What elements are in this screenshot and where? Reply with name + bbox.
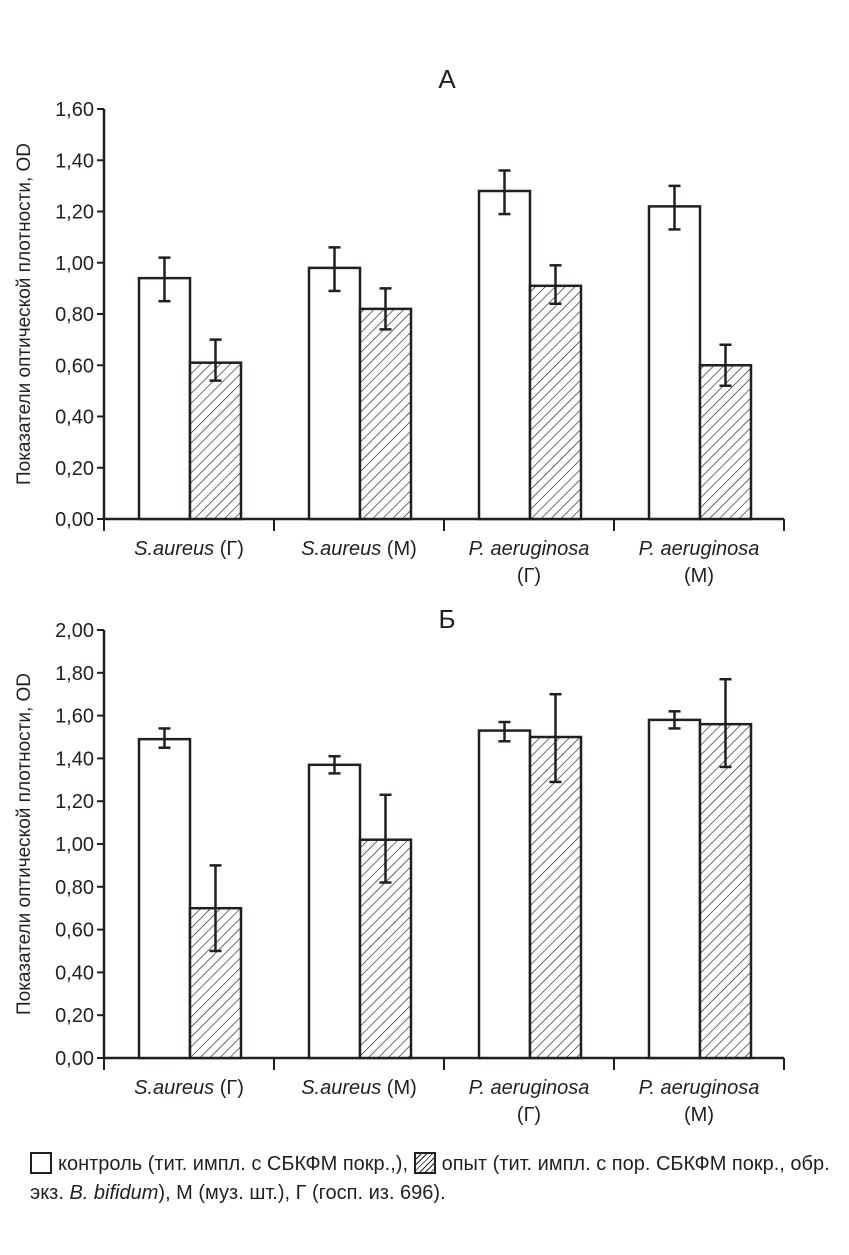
y-tick-label: 1,20 <box>55 202 94 224</box>
y-tick-label: 0,40 <box>55 407 94 429</box>
y-tick-label: 1,20 <box>55 791 94 813</box>
legend-swatch-control <box>30 1152 52 1174</box>
y-tick-label: 1,60 <box>55 706 94 728</box>
bar-control <box>647 205 702 521</box>
legend-swatch-experiment <box>413 1152 436 1174</box>
y-tick-label: 2,00 <box>55 620 94 642</box>
bar-experiment <box>358 307 413 521</box>
y-tick-label: 0,00 <box>55 509 94 531</box>
y-tick-label: 0,80 <box>55 304 94 326</box>
x-tick-label: S.aureus (М) <box>301 1077 417 1099</box>
legend-experiment-label: опыт (тит. импл. с пор. СБКФМ покр., обр… <box>30 1153 830 1204</box>
y-tick-label: 1,00 <box>55 834 94 856</box>
y-tick-label: 1,60 <box>55 99 94 121</box>
bar-control <box>477 729 532 1060</box>
legend-species: B. bifidum <box>69 1182 159 1204</box>
y-tick-label: 1,00 <box>55 253 94 275</box>
x-tick-label-line2: (Г) <box>517 565 541 587</box>
y-tick-label: 0,60 <box>55 920 94 942</box>
bar-experiment <box>528 284 583 521</box>
bar-control <box>137 737 192 1060</box>
legend-control-label: контроль (тит. импл. с СБКФМ покр.,), <box>58 1153 409 1175</box>
legend-experiment-rest: ), М (муз. шт.), Г (госп. из. 696). <box>158 1182 446 1204</box>
y-tick-label: 0,60 <box>55 355 94 377</box>
bar-control <box>477 189 532 521</box>
bar-control <box>307 266 362 521</box>
chart-title: А <box>438 64 456 94</box>
x-tick-label: S.aureus (Г) <box>134 538 244 560</box>
x-tick-label-line2: (М) <box>684 565 714 587</box>
x-tick-label: S.aureus (М) <box>301 538 417 560</box>
y-tick-label: 0,80 <box>55 877 94 899</box>
y-tick-label: 0,20 <box>55 1005 94 1027</box>
x-tick-label: P. aeruginosa <box>639 1077 760 1099</box>
x-tick-label: P. aeruginosa <box>469 1077 590 1099</box>
legend: контроль (тит. импл. с СБКФМ покр.,), оп… <box>30 1150 830 1208</box>
bar-control <box>137 276 192 521</box>
bar-experiment <box>698 364 753 521</box>
y-tick-label: 0,00 <box>55 1048 94 1070</box>
bar-experiment <box>698 722 753 1060</box>
y-axis-label: Показатели оптической плотности, OD <box>14 143 35 485</box>
x-tick-label: P. aeruginosa <box>639 538 760 560</box>
y-tick-label: 1,40 <box>55 150 94 172</box>
y-tick-label: 1,40 <box>55 748 94 770</box>
chart-title: Б <box>438 604 455 634</box>
bar-experiment <box>528 735 583 1060</box>
y-axis-label: Показатели оптической плотности, OD <box>14 673 35 1015</box>
bar-control <box>307 763 362 1060</box>
x-tick-label: S.aureus (Г) <box>134 1077 244 1099</box>
x-tick-label-line2: (Г) <box>517 1104 541 1126</box>
x-tick-label-line2: (М) <box>684 1104 714 1126</box>
bar-experiment <box>188 361 243 521</box>
y-tick-label: 0,40 <box>55 962 94 984</box>
x-tick-label: P. aeruginosa <box>469 538 590 560</box>
y-tick-label: 0,20 <box>55 458 94 480</box>
bar-control <box>647 718 702 1060</box>
y-tick-label: 1,80 <box>55 663 94 685</box>
